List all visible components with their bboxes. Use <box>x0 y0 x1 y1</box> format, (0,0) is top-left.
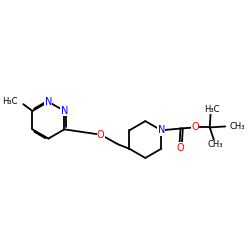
Text: N: N <box>158 125 165 135</box>
Text: N: N <box>45 97 52 107</box>
Text: N: N <box>61 106 68 116</box>
Text: O: O <box>192 122 199 132</box>
Text: O: O <box>97 130 104 140</box>
Text: CH₃: CH₃ <box>208 140 223 149</box>
Text: CH₃: CH₃ <box>229 122 244 131</box>
Text: H₃C: H₃C <box>204 105 220 114</box>
Text: H₃C: H₃C <box>2 97 18 106</box>
Text: O: O <box>177 143 184 153</box>
